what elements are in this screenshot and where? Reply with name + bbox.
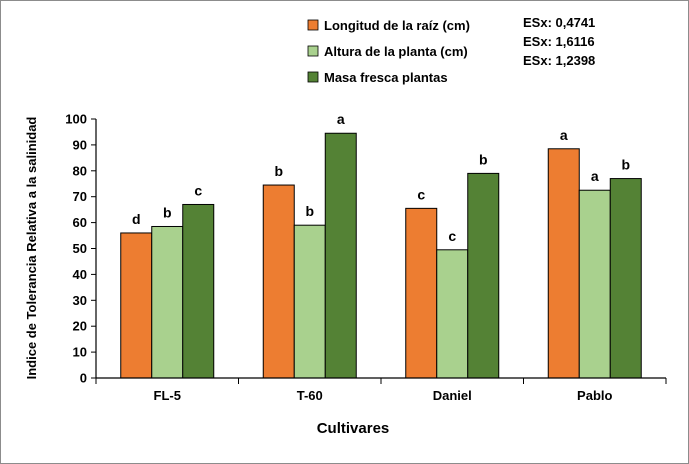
significance-label: a [591, 168, 599, 184]
bar-pablo-series-2 [578, 189, 611, 379]
legend-label: Longitud de la raíz (cm) [324, 18, 470, 33]
bars-layer [120, 132, 642, 379]
significance-label: b [621, 157, 630, 173]
y-tick-label: 50 [73, 241, 87, 256]
bar-t-60-series-2 [293, 224, 326, 379]
bar-daniel-series-2 [436, 249, 469, 379]
bar-daniel-series-1 [405, 207, 438, 379]
significance-label: c [448, 228, 456, 244]
significance-label: c [417, 186, 425, 202]
x-axis-title: Cultivares [317, 420, 390, 437]
y-tick-label: 40 [73, 267, 87, 282]
esx-annotation: ESx: 1,2398 [523, 53, 595, 68]
bar-pablo-series-3 [609, 178, 642, 379]
bar-fl-5-series-3 [182, 203, 215, 379]
bar-t-60-series-1 [262, 184, 295, 379]
significance-label: b [479, 151, 488, 167]
legend-swatch [307, 45, 319, 57]
significance-label: b [305, 203, 314, 219]
x-tick-label: FL-5 [154, 388, 181, 403]
significance-label: a [560, 127, 568, 143]
significance-label: c [194, 182, 202, 198]
axes-layer [91, 118, 667, 384]
legend-label: Altura de la planta (cm) [324, 44, 468, 59]
y-tick-label: 90 [73, 137, 87, 152]
y-tick-label: 10 [73, 345, 87, 360]
y-tick-label: 100 [65, 112, 87, 127]
esx-annotation: ESx: 0,4741 [523, 15, 595, 30]
bar-fl-5-series-1 [120, 232, 153, 379]
y-tick-label: 80 [73, 163, 87, 178]
significance-label: b [163, 204, 172, 220]
legend: Longitud de la raíz (cm) Altura de la pla… [307, 18, 470, 85]
es-annotations: ESx: 0,4741 ESx: 1,6116 ESx: 1,2398 [523, 15, 595, 68]
y-axis-title: Indice de Tolerancia Relativa a la salin… [24, 117, 39, 380]
x-tick-label: Daniel [433, 388, 472, 403]
bar-pablo-series-1 [547, 148, 580, 379]
legend-swatch [307, 71, 319, 83]
legend-swatch [307, 19, 319, 31]
significance-label: b [274, 163, 283, 179]
legend-label: Masa fresca plantas [324, 70, 448, 85]
esx-annotation: ESx: 1,6116 [523, 34, 595, 49]
y-tick-label: 70 [73, 189, 87, 204]
bar-fl-5-series-2 [151, 225, 184, 379]
significance-label: a [337, 111, 345, 127]
labels-layer: d b c FL-5 b b a T-60 c c b Daniel a a b Pablo 0 10 20 30 40… [65, 111, 630, 403]
significance-label: d [132, 211, 141, 227]
y-tick-label: 60 [73, 215, 87, 230]
y-tick-label: 20 [73, 319, 87, 334]
bar-daniel-series-3 [467, 172, 500, 379]
x-tick-label: Pablo [577, 388, 612, 403]
bar-t-60-series-3 [324, 132, 357, 379]
y-tick-label: 30 [73, 293, 87, 308]
y-tick-label: 0 [80, 371, 87, 386]
x-tick-label: T-60 [297, 388, 323, 403]
